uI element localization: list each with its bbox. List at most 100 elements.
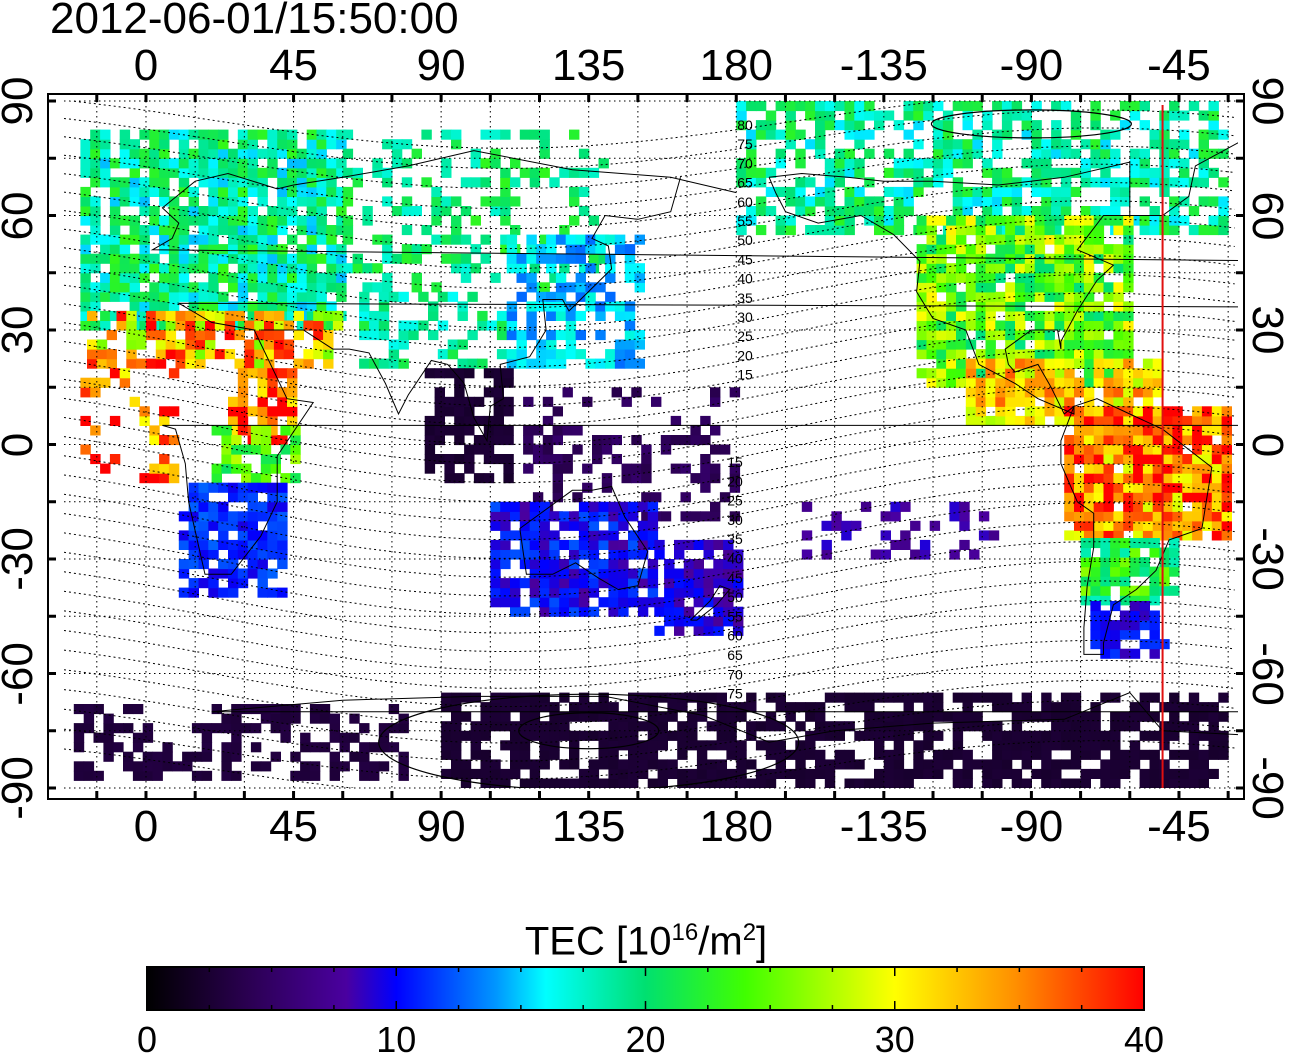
tec-data-cell [84, 771, 94, 781]
tec-data-cell [986, 225, 996, 235]
tec-data-cell [80, 445, 90, 455]
tec-data-cell [1169, 567, 1179, 577]
tec-data-cell [258, 292, 268, 302]
tec-data-cell [1169, 139, 1179, 149]
tec-data-cell [1005, 311, 1015, 321]
tec-data-cell [835, 225, 845, 235]
tec-data-cell [1022, 120, 1032, 130]
tec-data-cell [956, 340, 966, 350]
tec-data-cell [153, 771, 163, 781]
lat-tick-left [48, 672, 56, 675]
tec-data-cell [1172, 492, 1182, 502]
contour-label-north: 20 [737, 347, 753, 363]
tec-data-cell [894, 712, 904, 722]
lon-tick-bottom [981, 791, 984, 799]
tec-data-cell [1153, 359, 1163, 369]
tec-data-cell [1140, 712, 1150, 722]
tec-data-cell [995, 273, 1005, 283]
tec-data-cell [169, 282, 179, 292]
tec-data-cell [100, 292, 110, 302]
tec-data-cell [1074, 473, 1084, 483]
tec-data-cell [458, 359, 468, 369]
tec-data-cell [776, 769, 786, 779]
tec-data-cell [1005, 321, 1015, 331]
tec-data-cell [776, 702, 786, 712]
tec-data-cell [317, 235, 327, 245]
tec-data-cell [1140, 168, 1150, 178]
colorbar-tick-label: 0 [87, 1020, 207, 1060]
tec-data-cell [546, 235, 556, 245]
tec-data-cell [638, 521, 648, 531]
tec-data-cell [500, 521, 510, 531]
tec-data-cell [936, 273, 946, 283]
tec-data-cell [1212, 416, 1222, 426]
tec-data-cell [884, 206, 894, 216]
tec-data-cell [1130, 177, 1140, 187]
tec-data-cell [1035, 263, 1045, 273]
tec-data-cell [461, 712, 471, 722]
tec-data-cell [451, 712, 461, 722]
tec-data-cell [946, 378, 956, 388]
tec-data-cell [500, 130, 510, 140]
tec-data-cell [1199, 702, 1209, 712]
tec-data-cell [1130, 548, 1140, 558]
tec-data-cell [1054, 263, 1064, 273]
tec-data-cell [297, 216, 307, 226]
tec-data-cell [461, 254, 471, 264]
tec-data-cell [146, 359, 156, 369]
tec-data-cell [294, 330, 304, 340]
tec-data-cell [1064, 445, 1074, 455]
tec-data-cell [953, 139, 963, 149]
tec-data-cell [280, 733, 290, 743]
tec-data-cell [608, 750, 618, 760]
tec-data-cell [100, 282, 110, 292]
tec-data-cell [336, 282, 346, 292]
tec-data-cell [461, 177, 471, 187]
tec-data-cell [179, 177, 189, 187]
tec-data-cell [1061, 149, 1071, 159]
tec-data-cell [579, 779, 589, 789]
tec-data-cell [238, 387, 248, 397]
tec-data-cell [490, 693, 500, 703]
tec-data-cell [815, 759, 825, 769]
tec-data-cell [258, 273, 268, 283]
tec-data-cell [494, 406, 504, 416]
tec-data-cell [143, 723, 153, 733]
tec-data-cell [871, 550, 881, 560]
tec-data-cell [1015, 244, 1025, 254]
tec-data-cell [149, 301, 159, 311]
tec-data-cell [730, 387, 740, 397]
tec-data-cell [1172, 483, 1182, 493]
tec-data-cell [923, 769, 933, 779]
tec-data-cell [1218, 740, 1228, 750]
tec-data-cell [1179, 769, 1189, 779]
tec-data-cell [946, 225, 956, 235]
tec-data-cell [526, 301, 536, 311]
tec-data-cell [608, 731, 618, 741]
tec-data-cell [435, 387, 445, 397]
tec-data-cell [815, 712, 825, 722]
tec-data-cell [176, 340, 186, 350]
tec-data-cell [687, 769, 697, 779]
lon-tick-top [1177, 94, 1180, 102]
tec-data-cell [795, 149, 805, 159]
tec-data-cell [287, 254, 297, 264]
tec-data-cell [1182, 511, 1192, 521]
tec-data-cell [936, 263, 946, 273]
tec-data-cell [1035, 416, 1045, 426]
tec-data-cell [631, 387, 641, 397]
tec-data-cell [1084, 368, 1094, 378]
tec-data-cell [976, 387, 986, 397]
tec-data-cell [481, 721, 491, 731]
tec-data-cell [451, 196, 461, 206]
colorbar-title-unit-exponent: 2 [743, 919, 756, 946]
tec-data-cell [795, 206, 805, 216]
tec-data-cell [874, 740, 884, 750]
lon-tick-bottom [932, 791, 935, 799]
tec-data-cell [182, 761, 192, 771]
tec-data-cell [297, 263, 307, 273]
tec-data-cell [1104, 445, 1114, 455]
tec-data-cell [894, 168, 904, 178]
tec-data-cell [1159, 586, 1169, 596]
tec-data-cell [894, 225, 904, 235]
